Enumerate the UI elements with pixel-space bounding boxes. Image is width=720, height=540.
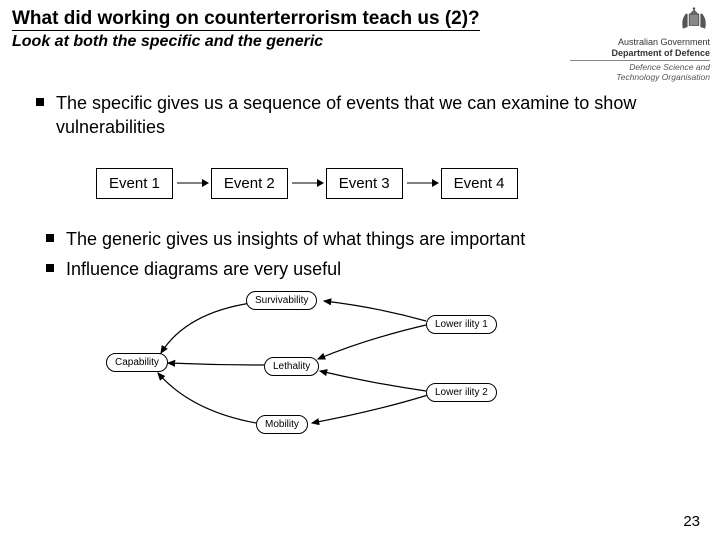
diagram-node-ility2: Lower ility 2 xyxy=(426,383,497,402)
arrow-right-icon xyxy=(288,182,326,184)
bullet-group-2: The generic gives us insights of what th… xyxy=(46,227,692,282)
logo-line1: Australian Government xyxy=(570,37,710,48)
diagram-edge xyxy=(168,363,264,365)
bullet-text: The specific gives us a sequence of even… xyxy=(56,91,692,140)
diagram-node-lethality: Lethality xyxy=(264,357,319,376)
coat-of-arms-icon xyxy=(678,6,710,32)
bullet-item: Influence diagrams are very useful xyxy=(46,257,692,281)
diagram-edge xyxy=(318,325,426,359)
arrow-right-icon xyxy=(173,182,211,184)
logo-line2: Department of Defence xyxy=(570,48,710,61)
logo-line3: Defence Science and xyxy=(570,62,710,72)
event-sequence: Event 1 Event 2 Event 3 Event 4 xyxy=(96,168,692,199)
event-box-3: Event 3 xyxy=(326,168,403,199)
diagram-edge xyxy=(161,303,251,353)
slide-body: The specific gives us a sequence of even… xyxy=(0,55,720,449)
bullet-marker-icon xyxy=(46,264,54,272)
diagram-node-survivability: Survivability xyxy=(246,291,317,310)
bullet-text: The generic gives us insights of what th… xyxy=(66,227,525,251)
diagram-edge xyxy=(324,301,426,321)
diagram-node-capability: Capability xyxy=(106,353,168,372)
bullet-item: The specific gives us a sequence of even… xyxy=(36,91,692,140)
event-box-2: Event 2 xyxy=(211,168,288,199)
diagram-edge xyxy=(158,373,256,423)
event-box-4: Event 4 xyxy=(441,168,518,199)
influence-diagram: Capability Survivability Lethality Mobility… xyxy=(106,291,526,441)
org-logo: Australian Government Department of Defe… xyxy=(570,6,710,82)
event-box-1: Event 1 xyxy=(96,168,173,199)
logo-line4: Technology Organisation xyxy=(570,72,710,82)
diagram-node-ility1: Lower ility 1 xyxy=(426,315,497,334)
bullet-text: Influence diagrams are very useful xyxy=(66,257,341,281)
diagram-edge xyxy=(320,371,426,391)
diagram-edge xyxy=(312,395,428,423)
page-number: 23 xyxy=(683,513,700,530)
logo-text: Australian Government Department of Defe… xyxy=(570,37,710,82)
diagram-node-mobility: Mobility xyxy=(256,415,308,434)
slide-title: What did working on counterterrorism tea… xyxy=(12,8,480,31)
bullet-item: The generic gives us insights of what th… xyxy=(46,227,692,251)
bullet-marker-icon xyxy=(36,98,44,106)
arrow-right-icon xyxy=(403,182,441,184)
bullet-marker-icon xyxy=(46,234,54,242)
